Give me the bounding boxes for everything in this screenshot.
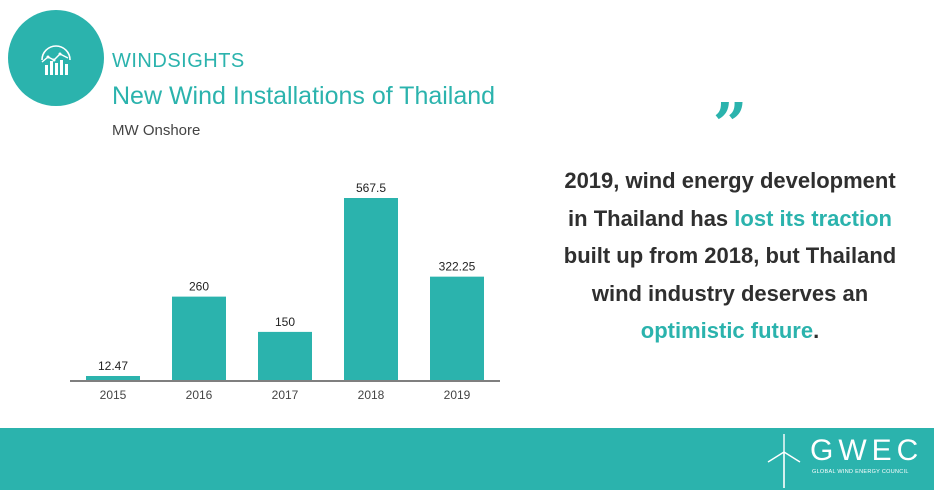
x-tick-label-2015: 2015 bbox=[100, 388, 127, 402]
quote-part-1: 2019, wind energy development in Thailan… bbox=[564, 168, 896, 231]
quote-text: 2019, wind energy development in Thailan… bbox=[560, 162, 900, 350]
gwec-logo-text: GWEC bbox=[810, 434, 924, 467]
quote-part-2: built up from 2018, but Thailand wind in… bbox=[563, 243, 897, 306]
data-label-2018: 567.5 bbox=[356, 181, 386, 195]
x-tick-label-2018: 2018 bbox=[358, 388, 385, 402]
data-label-2015: 12.47 bbox=[98, 359, 128, 373]
bar-chart: 12.47 2015 260 2016 150 2017 567.5 2018 322.25 20… bbox=[70, 181, 500, 402]
brand-name: WINDSIGHTS bbox=[112, 50, 245, 72]
quote-highlight-1: lost its traction bbox=[734, 205, 892, 231]
chart-subtitle: MW Onshore bbox=[112, 122, 201, 139]
bar-2019 bbox=[430, 276, 484, 380]
data-label-2017: 150 bbox=[275, 315, 295, 329]
windsights-logo bbox=[8, 10, 104, 106]
wind-turbine-icon bbox=[767, 434, 801, 488]
gwec-logo-subtext: GLOBAL WIND ENERGY COUNCIL bbox=[812, 469, 909, 475]
chart-trend-icon bbox=[41, 45, 71, 75]
data-label-2016: 260 bbox=[189, 280, 209, 294]
quote-highlight-2: optimistic future bbox=[640, 318, 814, 343]
x-tick-label-2016: 2016 bbox=[186, 388, 213, 402]
chart-title: New Wind Installations of Thailand bbox=[112, 82, 496, 110]
bar-2015 bbox=[86, 376, 140, 380]
data-label-2019: 322.25 bbox=[439, 260, 476, 274]
x-tick-label-2019: 2019 bbox=[444, 388, 471, 402]
quote-part-3: . bbox=[813, 318, 820, 343]
bar-2018 bbox=[344, 198, 398, 380]
bar-2016 bbox=[172, 296, 226, 380]
quote-mark-icon: ” bbox=[712, 91, 748, 161]
footer-bar bbox=[0, 428, 934, 490]
bar-2017 bbox=[258, 331, 312, 380]
x-tick-label-2017: 2017 bbox=[272, 388, 299, 402]
